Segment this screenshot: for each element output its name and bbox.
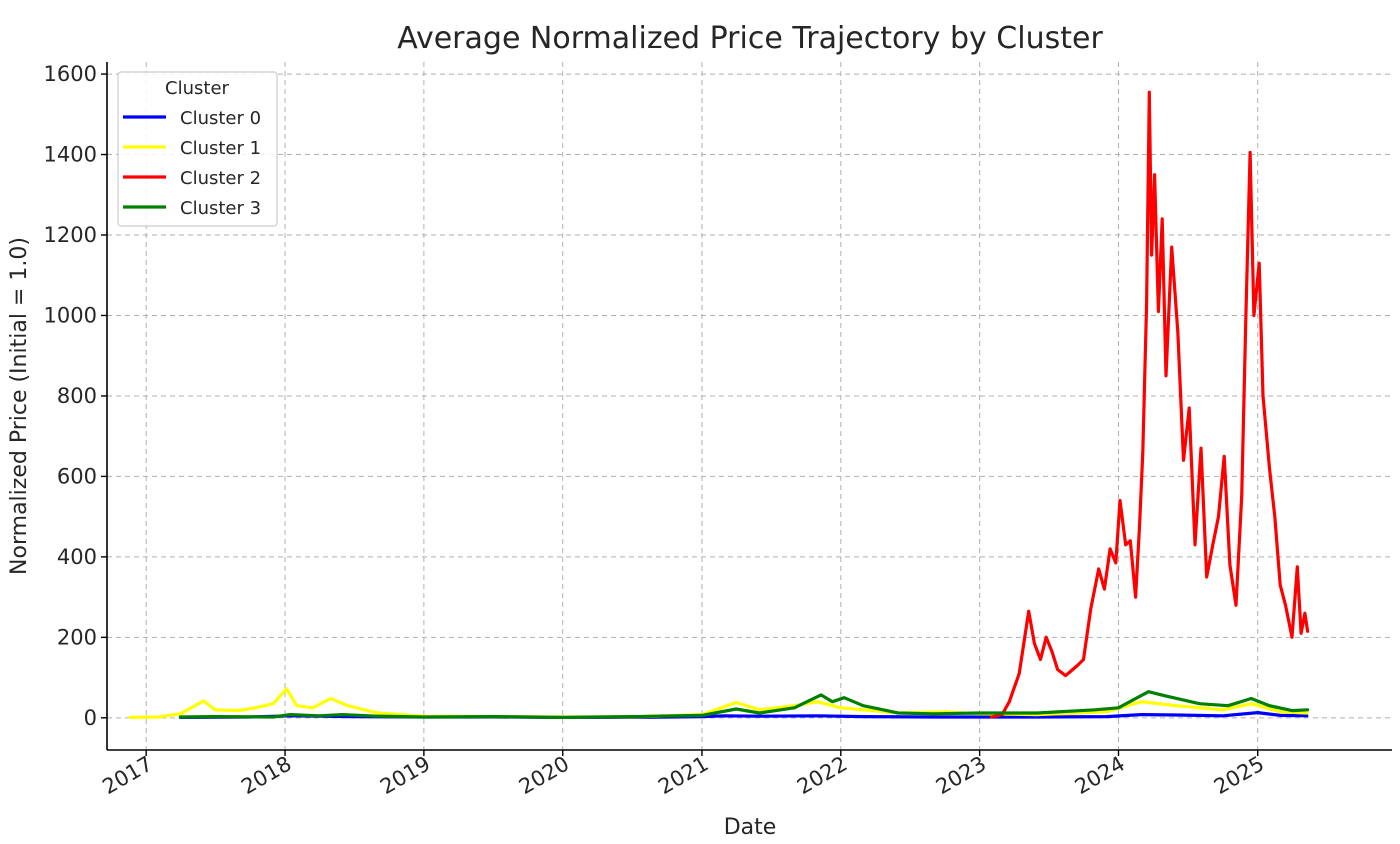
y-tick-label: 800 bbox=[57, 384, 97, 408]
y-tick-label: 1200 bbox=[44, 223, 97, 247]
legend-box bbox=[117, 71, 278, 227]
series-line-cluster-3 bbox=[178, 690, 1310, 720]
x-tick-label: 2017 bbox=[98, 752, 156, 800]
legend-label: Cluster 1 bbox=[180, 138, 261, 159]
legend-label: Cluster 2 bbox=[180, 168, 261, 189]
x-tick-label: 2024 bbox=[1071, 752, 1129, 800]
x-tick-label: 2020 bbox=[515, 752, 573, 800]
y-tick-label: 1400 bbox=[44, 143, 97, 167]
legend-entries: Cluster 0 Cluster 1 Cluster 2 Cluster 3 bbox=[123, 108, 261, 219]
y-ticks: 0 200 400 600 800 1000 1200 1400 1600 bbox=[44, 62, 107, 730]
y-tick-label: 1600 bbox=[44, 62, 97, 86]
y-tick-label: 200 bbox=[57, 625, 97, 649]
x-tick-label: 2019 bbox=[376, 752, 434, 800]
y-tick-label: 1000 bbox=[44, 303, 97, 327]
x-tick-label: 2023 bbox=[932, 752, 990, 800]
series-layer bbox=[128, 90, 1310, 720]
y-tick-label: 600 bbox=[57, 464, 97, 488]
series-line-cluster-2 bbox=[989, 90, 1310, 719]
y-tick-label: 400 bbox=[57, 545, 97, 569]
y-axis-label: Normalized Price (Initial = 1.0) bbox=[7, 237, 32, 575]
x-tick-label: 2022 bbox=[793, 752, 851, 800]
legend-label: Cluster 3 bbox=[180, 198, 261, 219]
x-tick-label: 2021 bbox=[654, 752, 712, 800]
x-axis-label: Date bbox=[724, 815, 777, 840]
y-tick-label: 0 bbox=[84, 706, 97, 730]
grid bbox=[107, 62, 1392, 750]
chart-title: Average Normalized Price Trajectory by C… bbox=[397, 21, 1103, 56]
axes bbox=[106, 62, 1392, 751]
legend-title: Cluster bbox=[165, 78, 229, 99]
x-tick-label: 2018 bbox=[237, 752, 295, 800]
x-tick-label: 2025 bbox=[1210, 752, 1268, 800]
legend-label: Cluster 0 bbox=[180, 108, 261, 129]
x-ticks: 2017 2018 2019 2020 2021 2022 2023 2024 2025 bbox=[98, 750, 1268, 799]
